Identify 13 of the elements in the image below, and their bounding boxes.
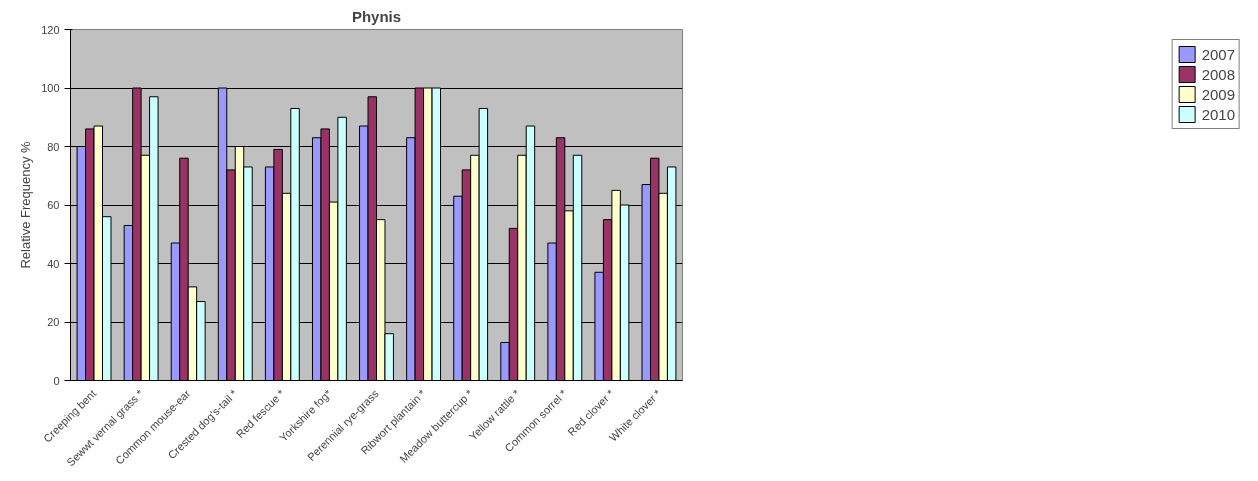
y-tick-label: 60 bbox=[47, 199, 60, 211]
chart-title: Phynis bbox=[351, 7, 402, 25]
legend-label: 2007 bbox=[1201, 45, 1235, 63]
y-tick-label: 0 bbox=[53, 374, 60, 387]
legend-label: 2010 bbox=[1201, 105, 1235, 123]
y-axis-title: Relative Frequency % bbox=[18, 140, 34, 269]
legend-label: 2008 bbox=[1201, 65, 1235, 83]
legend-label: 2009 bbox=[1201, 85, 1235, 103]
y-tick-label: 20 bbox=[47, 316, 60, 328]
y-tick-label: 120 bbox=[41, 23, 60, 36]
y-tick-label: 80 bbox=[47, 140, 60, 153]
y-tick-label: 100 bbox=[41, 82, 60, 94]
y-tick-label: 40 bbox=[47, 257, 60, 270]
